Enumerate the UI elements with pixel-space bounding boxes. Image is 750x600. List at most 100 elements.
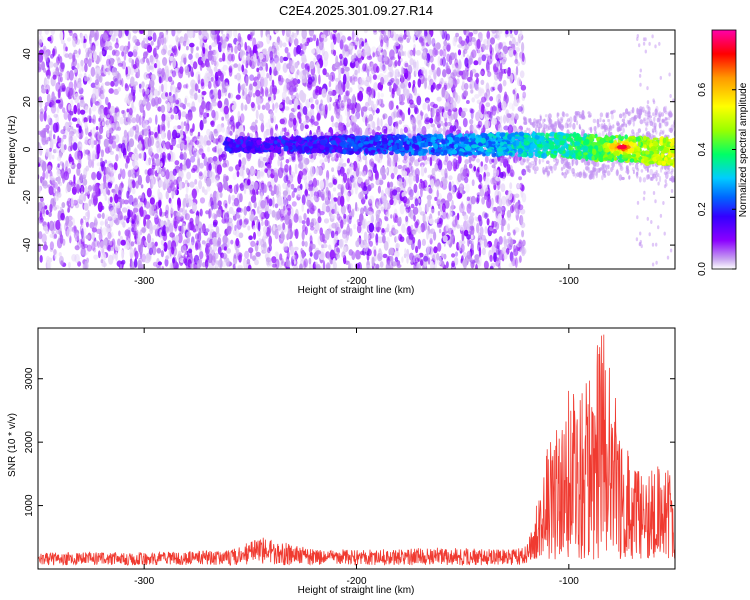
heatmap-cell [387,30,391,39]
heatmap-cell [409,195,414,201]
heatmap-cell [178,181,183,191]
heatmap-cell [315,250,322,255]
heatmap-cell [480,79,485,86]
heatmap-cell [390,93,395,98]
heatmap-cell [162,167,166,172]
heatmap-cell [114,217,120,226]
heatmap-cell [119,45,126,52]
heatmap-cell [438,127,443,133]
heatmap-cell [293,38,299,47]
heatmap-cell [98,117,101,122]
heatmap-cell [505,238,510,248]
heatmap-cell [296,188,303,198]
heatmap-cell [97,201,103,213]
heatmap-cell [339,53,343,60]
heatmap-cell [412,35,416,43]
heatmap-cell [210,121,214,126]
heatmap-cell [437,210,441,216]
heatmap-cell [177,82,182,90]
heatmap-cell [55,99,61,104]
heatmap-cell [212,221,218,228]
heatmap-cell [132,160,139,170]
heatmap-cell [74,93,80,104]
heatmap-cell [435,178,440,187]
heatmap-cell [415,245,419,254]
heatmap-cell [485,102,491,108]
heatmap-cell [253,181,259,190]
heatmap-cell [78,62,82,73]
heatmap-cell [482,43,486,51]
heatmap-cell [338,99,342,108]
heatmap-cell [358,192,364,200]
heatmap-cell [511,103,515,112]
heatmap-cell [96,143,101,155]
heatmap-cell [306,37,310,44]
heatmap-cell [181,111,187,118]
heatmap-cell [204,156,208,162]
heatmap-cell [437,55,441,67]
heatmap-cell [382,234,386,244]
heatmap-cell [190,94,195,99]
heatmap-cell [378,62,383,67]
heatmap-cell [71,186,77,195]
heatmap-cell [165,68,170,80]
heatmap-cell [78,143,83,152]
heatmap-cell [232,210,236,216]
heatmap-cell [143,128,148,137]
heatmap-cell [76,117,81,125]
heatmap-cell [349,45,352,50]
heatmap-cell [93,31,99,39]
heatmap-cell [232,254,238,265]
heatmap-cell [128,57,133,63]
heatmap-cell [154,153,159,160]
heatmap-cell [510,69,516,80]
heatmap-cell [126,108,130,113]
heatmap-cell [56,156,62,162]
heatmap-cell [73,104,78,115]
heatmap-cell [273,94,276,101]
heatmap-cell [479,87,485,97]
heatmap-cell [518,239,523,249]
heatmap-cell [199,197,206,204]
heatmap-cell [514,113,519,121]
heatmap-cell [168,76,173,83]
heatmap-cell [247,179,251,186]
heatmap-cell [399,101,405,106]
heatmap-cell [332,187,337,192]
heatmap-cell [115,251,118,262]
heatmap-cell [466,196,471,202]
heatmap-cell [186,45,189,51]
heatmap-cell [198,30,202,36]
heatmap-cell [319,159,325,165]
heatmap-cell [390,111,396,120]
heatmap-cell [476,99,482,105]
heatmap-cell [237,82,241,94]
heatmap-cell [215,226,220,235]
heatmap-cell [309,166,315,177]
heatmap-cell [252,92,256,98]
heatmap-cell [315,99,319,105]
heatmap-cell [295,74,299,80]
heatmap-cell [55,113,59,124]
heatmap-cell [462,49,466,58]
heatmap-cell [301,249,305,259]
heatmap-cell [433,231,437,241]
heatmap-cell [286,53,290,59]
heatmap-cell [70,162,76,170]
heatmap-cell [471,49,477,59]
heatmap-cell [109,207,116,217]
heatmap-cell [65,46,68,52]
heatmap-cell [275,258,280,269]
heatmap-cell [62,134,67,140]
heatmap-cell [255,109,259,120]
heatmap-cell [212,147,216,153]
heatmap-cell [243,257,247,269]
heatmap-cell [346,158,350,164]
heatmap-cell [266,51,269,61]
heatmap-cell [208,45,212,51]
heatmap-cell [201,240,206,245]
heatmap-cell [518,36,521,44]
heatmap-cell [427,198,431,208]
heatmap-cell [427,244,430,254]
heatmap-cell [59,30,64,41]
